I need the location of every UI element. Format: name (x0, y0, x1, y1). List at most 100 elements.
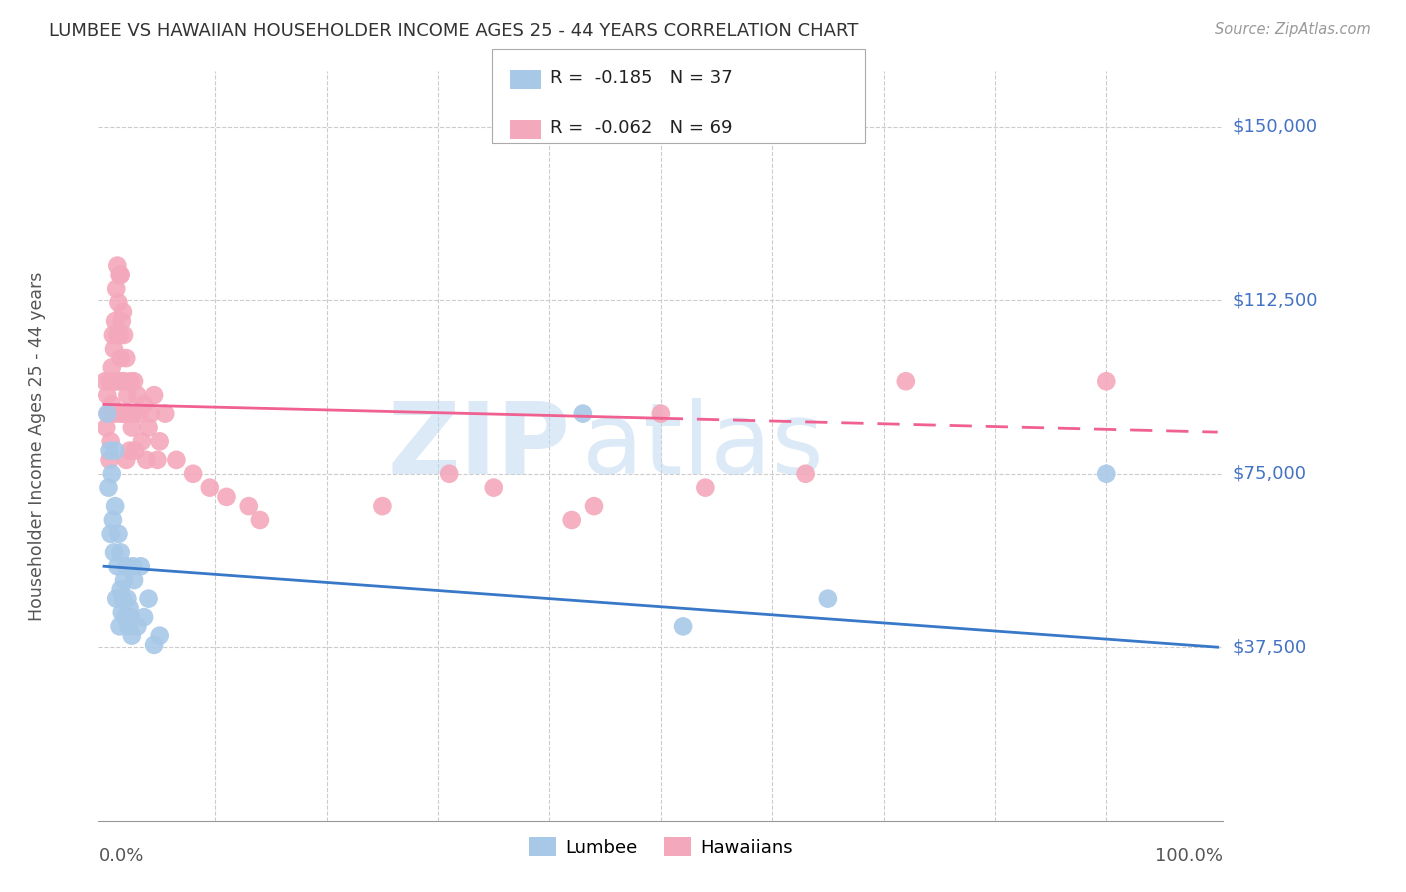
Point (101, 360, 124, 375)
Point (105, 559, 128, 574)
Point (115, 559, 138, 574)
Point (100, 434, 122, 449)
Point (98, 374, 121, 388)
Point (122, 573, 145, 587)
Point (121, 629, 143, 643)
Text: Householder Income Ages 25 - 44 years: Householder Income Ages 25 - 44 years (28, 271, 45, 621)
Point (582, 499, 605, 513)
Point (155, 407, 177, 421)
Point (97, 407, 120, 421)
Text: 0.0%: 0.0% (98, 847, 143, 865)
Point (94, 374, 117, 388)
Legend: Lumbee, Hawaiians: Lumbee, Hawaiians (522, 830, 800, 864)
Point (107, 374, 129, 388)
Point (817, 591, 839, 606)
Point (97, 481, 120, 495)
Text: Source: ZipAtlas.com: Source: ZipAtlas.com (1215, 22, 1371, 37)
Point (112, 328, 135, 343)
Point (121, 420, 143, 434)
Point (371, 499, 394, 513)
Point (105, 282, 128, 296)
Point (96, 420, 118, 434)
Point (143, 388, 166, 402)
Text: $150,000: $150,000 (1232, 118, 1317, 136)
Point (108, 619, 131, 633)
Point (132, 610, 155, 624)
Point (101, 513, 124, 527)
Point (238, 499, 260, 513)
Point (561, 513, 583, 527)
Point (104, 407, 127, 421)
Point (101, 467, 124, 481)
Point (111, 591, 134, 606)
Text: R =  -0.062   N = 69: R = -0.062 N = 69 (550, 119, 733, 136)
Point (135, 453, 157, 467)
Point (672, 619, 695, 633)
Point (104, 314, 127, 328)
Point (110, 545, 132, 559)
Point (107, 295, 129, 310)
Point (108, 328, 131, 343)
Point (149, 434, 172, 449)
Point (105, 259, 128, 273)
Text: LUMBEE VS HAWAIIAN HOUSEHOLDER INCOME AGES 25 - 44 YEARS CORRELATION CHART: LUMBEE VS HAWAIIAN HOUSEHOLDER INCOME AG… (49, 22, 859, 40)
Point (120, 610, 142, 624)
Point (108, 268, 131, 282)
Point (114, 610, 136, 624)
Point (103, 545, 125, 559)
Point (118, 443, 141, 458)
Point (146, 453, 169, 467)
Point (138, 591, 160, 606)
Point (120, 374, 142, 388)
Point (794, 467, 817, 481)
Point (894, 374, 917, 388)
Point (165, 453, 187, 467)
Text: R =  -0.185   N = 37: R = -0.185 N = 37 (550, 69, 733, 87)
Point (110, 582, 132, 597)
Point (110, 351, 132, 365)
Point (132, 397, 155, 411)
Point (139, 407, 162, 421)
Point (122, 407, 145, 421)
Point (124, 443, 146, 458)
Point (100, 527, 122, 541)
Point (105, 374, 128, 388)
Point (110, 407, 132, 421)
Text: atlas: atlas (582, 398, 824, 494)
Point (98, 453, 121, 467)
Point (117, 591, 139, 606)
Point (138, 420, 160, 434)
Point (107, 527, 129, 541)
Point (104, 499, 127, 513)
Point (131, 434, 153, 449)
Point (122, 374, 145, 388)
Text: $112,500: $112,500 (1232, 292, 1317, 310)
Point (98, 443, 121, 458)
Point (115, 453, 138, 467)
Point (198, 481, 221, 495)
Point (112, 374, 135, 388)
Point (111, 305, 134, 319)
Point (105, 591, 128, 606)
Point (127, 619, 149, 633)
Point (96, 407, 118, 421)
Point (181, 467, 204, 481)
Point (101, 397, 124, 411)
Point (650, 407, 672, 421)
Point (115, 351, 138, 365)
Point (122, 559, 145, 574)
Point (249, 513, 271, 527)
Point (128, 407, 150, 421)
Point (111, 407, 134, 421)
Point (96, 388, 118, 402)
Point (215, 490, 238, 504)
Point (149, 629, 172, 643)
Text: $75,000: $75,000 (1232, 465, 1306, 483)
Point (1095, 467, 1118, 481)
Point (482, 481, 505, 495)
Point (111, 314, 134, 328)
Point (114, 407, 136, 421)
Point (118, 600, 141, 615)
Point (117, 407, 139, 421)
Point (572, 407, 595, 421)
